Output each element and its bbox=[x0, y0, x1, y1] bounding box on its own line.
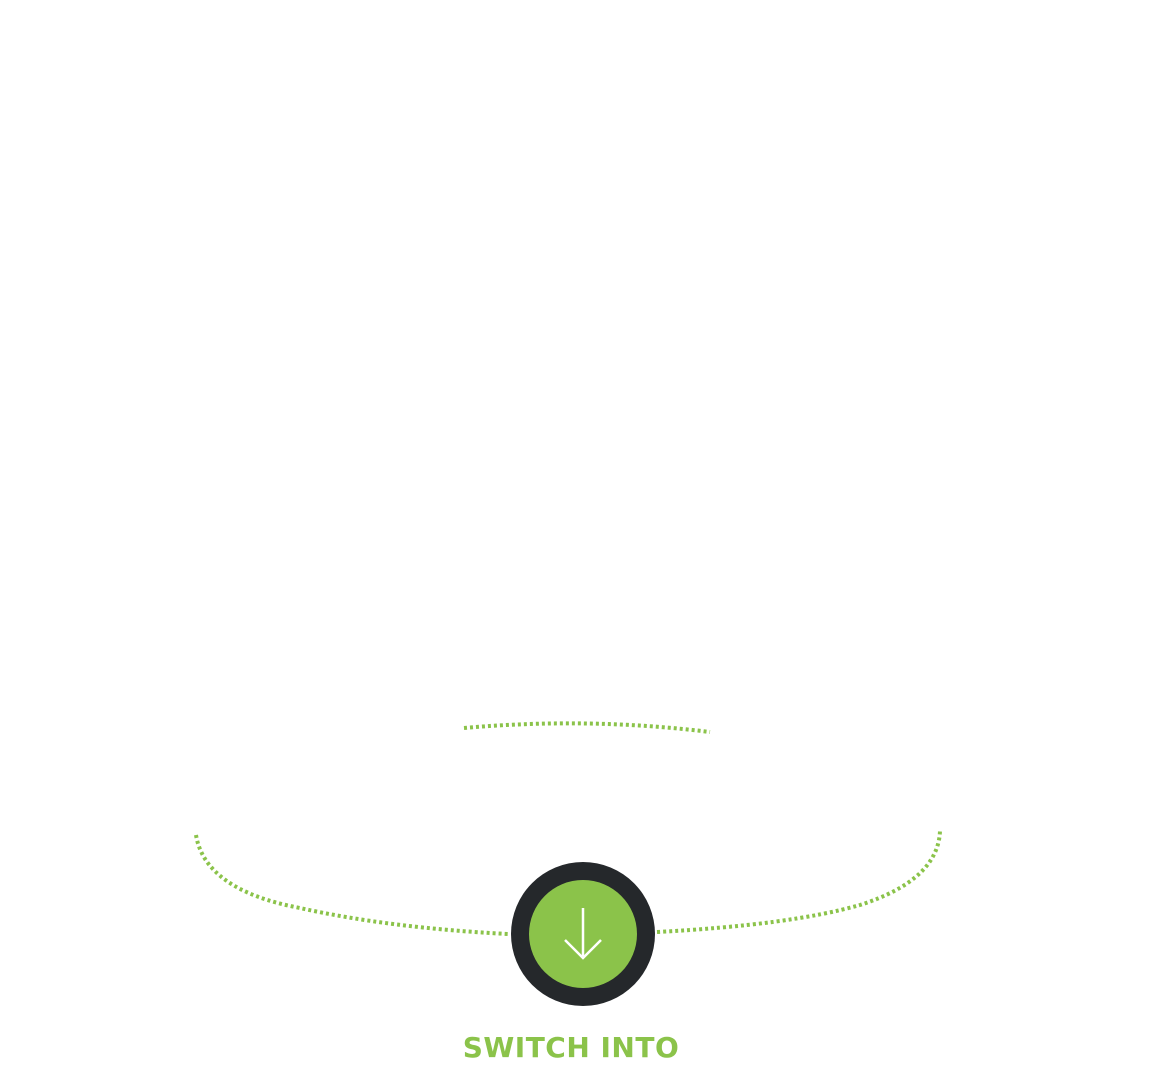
upper-dotted-arc bbox=[463, 721, 711, 734]
switch-button-core bbox=[529, 880, 637, 988]
switch-into-button[interactable] bbox=[511, 862, 655, 1006]
switch-into-label[interactable]: SWITCH INTO bbox=[462, 1031, 680, 1064]
lower-left-dotted-arc bbox=[194, 834, 509, 936]
arrow-down-icon bbox=[564, 908, 602, 960]
lower-right-dotted-arc bbox=[656, 830, 942, 934]
